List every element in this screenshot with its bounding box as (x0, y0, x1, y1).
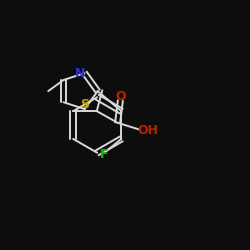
Text: S: S (80, 98, 89, 110)
Text: N: N (74, 67, 85, 80)
Text: F: F (100, 148, 108, 161)
Text: OH: OH (137, 124, 158, 137)
Text: O: O (116, 90, 126, 102)
